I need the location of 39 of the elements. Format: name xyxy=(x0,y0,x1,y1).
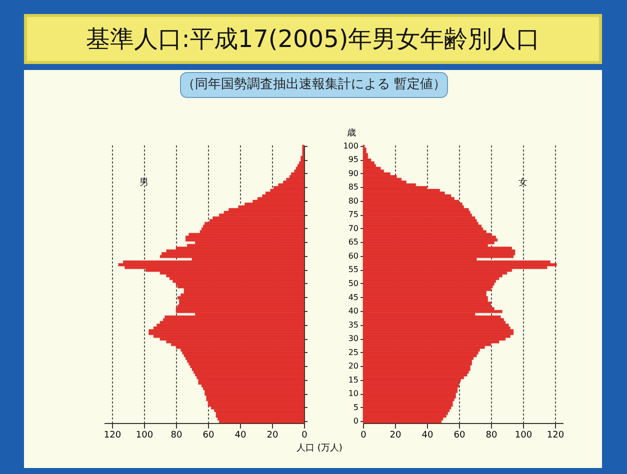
x-axis-title: 人口 (万人) xyxy=(296,442,342,454)
y-tick-label: 85 xyxy=(348,182,358,192)
y-tick-label: 45 xyxy=(348,292,358,302)
x-tick-label: 20 xyxy=(390,430,402,440)
x-tick-label: 60 xyxy=(202,430,214,440)
y-tick-label: 50 xyxy=(348,279,358,288)
y-tick-label: 25 xyxy=(348,348,358,357)
x-tick-label: 60 xyxy=(454,430,466,440)
x-tick-label: 80 xyxy=(486,430,498,440)
x-tick-label: 120 xyxy=(104,430,122,440)
y-tick-label: 5 xyxy=(353,402,358,412)
y-tick-label: 90 xyxy=(348,168,358,178)
y-tick-label: 70 xyxy=(348,224,358,233)
x-tick-label: 100 xyxy=(136,430,154,440)
y-tick-label: 30 xyxy=(348,334,358,344)
x-tick-label: 40 xyxy=(234,430,246,440)
x-tick-label: 80 xyxy=(170,430,182,440)
y-tick-label: 55 xyxy=(348,265,358,274)
y-tick-label: 80 xyxy=(348,196,358,206)
y-tick-label: 20 xyxy=(348,362,358,371)
y-tick-label: 10 xyxy=(348,389,358,398)
y-tick-label: 40 xyxy=(348,306,358,316)
x-tick-label: 0 xyxy=(360,430,367,440)
y-tick-label: 35 xyxy=(348,320,358,330)
x-tick-label: 100 xyxy=(514,430,532,440)
y-tick-label: 95 xyxy=(348,155,358,164)
y-tick-label: 65 xyxy=(348,238,358,247)
x-tick-label: 20 xyxy=(266,430,278,440)
y-tick-label: 100 xyxy=(343,141,358,150)
y-tick-label: 60 xyxy=(348,251,358,260)
x-tick-label: 120 xyxy=(546,430,564,440)
text: 女 xyxy=(518,177,528,188)
x-tick-label: 40 xyxy=(422,430,434,440)
x-tick-label: 0 xyxy=(302,430,308,440)
y-tick-label: 75 xyxy=(348,210,358,220)
y-axis-title: 歳 xyxy=(347,128,356,138)
y-tick-label: 15 xyxy=(348,375,358,384)
text: 男 xyxy=(140,177,148,188)
y-tick-label: 0 xyxy=(353,416,358,426)
